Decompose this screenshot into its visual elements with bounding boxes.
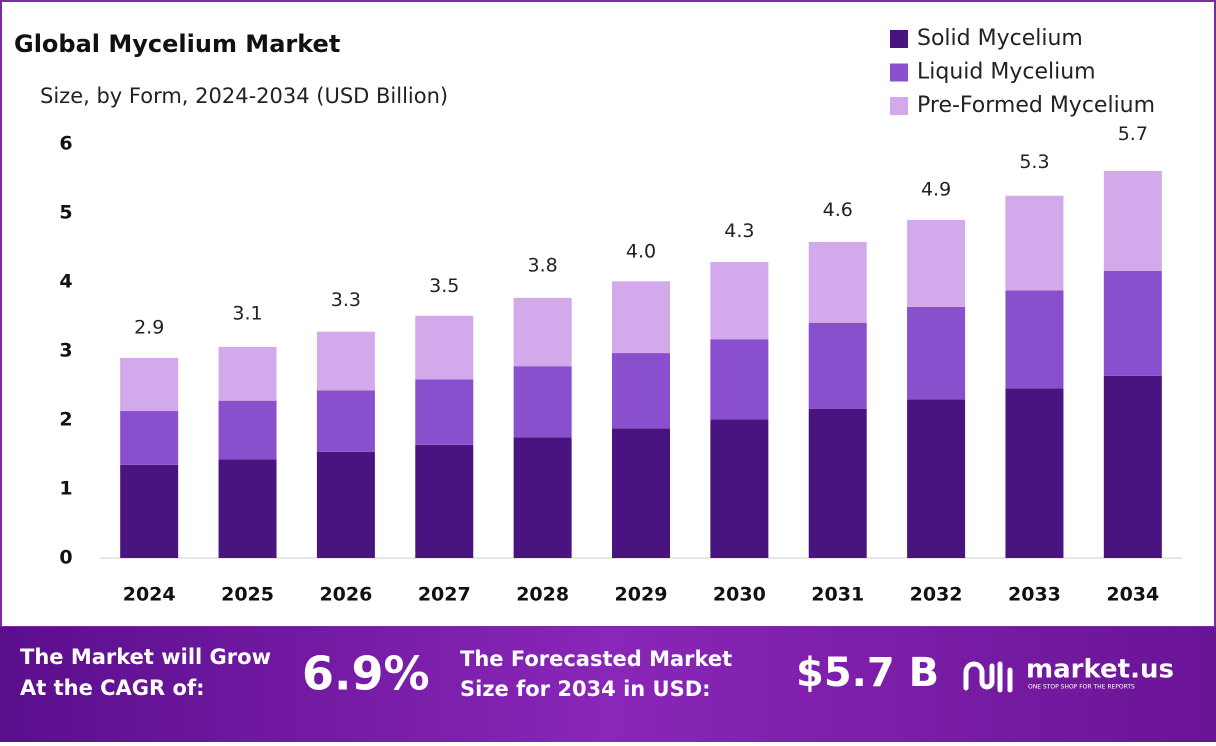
- legend-label: Liquid Mycelium: [917, 60, 1096, 85]
- cagr-label: The Market will Grow: [20, 645, 271, 669]
- bar-segment: [907, 306, 966, 400]
- total-label: 5.7: [1118, 123, 1148, 145]
- bar-segment: [513, 437, 572, 558]
- y-tick-label: 1: [59, 478, 72, 500]
- x-tick-label: 2030: [713, 584, 766, 606]
- brand-name: market.us: [1026, 655, 1174, 685]
- bar-segment: [1005, 195, 1064, 291]
- bar-segment: [612, 428, 670, 558]
- total-label: 3.3: [331, 289, 361, 311]
- chart-subtitle: Size, by Form, 2024-2034 (USD Billion): [40, 84, 448, 108]
- total-label: 4.6: [823, 199, 853, 221]
- footer: The Market will Grow At the CAGR of: 6.9…: [20, 645, 1174, 701]
- bar-segment: [415, 315, 474, 380]
- bar-segment: [612, 353, 670, 429]
- bar-segment: [710, 339, 769, 420]
- y-tick-label: 4: [59, 271, 72, 293]
- x-tick-label: 2027: [418, 584, 471, 606]
- bar-segment: [808, 241, 867, 323]
- total-label: 5.3: [1019, 151, 1049, 173]
- bar-segment: [316, 451, 375, 558]
- brand-tagline: ONE STOP SHOP FOR THE REPORTS: [1028, 684, 1135, 691]
- bar-segment: [415, 444, 474, 558]
- forecast-value: $5.7 B: [796, 650, 939, 696]
- bar-segment: [316, 331, 375, 391]
- x-tick-label: 2032: [910, 584, 963, 606]
- x-tick-label: 2024: [123, 584, 176, 606]
- y-tick-label: 2: [59, 409, 72, 431]
- x-tick-label: 2031: [811, 584, 864, 606]
- legend-swatch: [890, 30, 908, 48]
- y-tick-label: 3: [59, 340, 72, 362]
- bar-segment: [1103, 375, 1162, 558]
- bar-segment: [808, 322, 867, 409]
- total-label: 3.5: [429, 275, 459, 297]
- total-label: 4.9: [921, 178, 951, 200]
- footer-banner: [0, 627, 1216, 742]
- bar-segment: [415, 379, 474, 445]
- bar-segment: [218, 459, 277, 558]
- bar-segment: [907, 399, 966, 558]
- x-tick-label: 2025: [221, 584, 274, 606]
- cagr-label: At the CAGR of:: [20, 676, 205, 700]
- bar-segment: [218, 346, 277, 401]
- legend-label: Solid Mycelium: [917, 26, 1083, 51]
- bar-segment: [1103, 270, 1162, 376]
- total-label: 4.0: [626, 241, 656, 263]
- bar-segment: [710, 419, 769, 558]
- y-tick-label: 6: [59, 133, 72, 155]
- bar-segment: [120, 357, 179, 412]
- x-tick-label: 2026: [319, 584, 372, 606]
- forecast-label: The Forecasted Market: [460, 647, 732, 671]
- x-tick-label: 2029: [615, 584, 668, 606]
- x-tick-label: 2028: [516, 584, 569, 606]
- bar-segment: [513, 297, 572, 367]
- total-label: 2.9: [134, 316, 164, 338]
- bar-segment: [710, 261, 769, 340]
- bar-segment: [907, 219, 966, 307]
- total-label: 3.1: [232, 303, 262, 325]
- bar-segment: [316, 390, 375, 452]
- bar-segment: [513, 366, 572, 438]
- legend-swatch: [890, 97, 908, 115]
- bar-segment: [1005, 290, 1064, 389]
- total-label: 3.8: [528, 254, 558, 276]
- chart-title: Global Mycelium Market: [14, 30, 340, 58]
- brand-logo: [963, 661, 1013, 693]
- bar-segment: [218, 400, 277, 460]
- legend-label: Pre-Formed Mycelium: [917, 93, 1155, 118]
- y-tick-label: 5: [59, 202, 72, 224]
- bar-segment: [120, 411, 179, 465]
- cagr-value: 6.9%: [302, 647, 430, 701]
- legend-swatch: [890, 63, 908, 82]
- x-tick-label: 2033: [1008, 584, 1061, 606]
- bar-segment: [1103, 170, 1162, 271]
- bar-segment: [612, 281, 670, 354]
- bar-segment: [1005, 388, 1064, 558]
- bar-segment: [808, 408, 867, 558]
- y-tick-label: 0: [59, 547, 72, 569]
- forecast-label: Size for 2034 in USD:: [460, 677, 711, 701]
- x-tick-label: 2034: [1106, 584, 1159, 606]
- bar-segment: [120, 464, 179, 558]
- total-label: 4.3: [724, 220, 754, 242]
